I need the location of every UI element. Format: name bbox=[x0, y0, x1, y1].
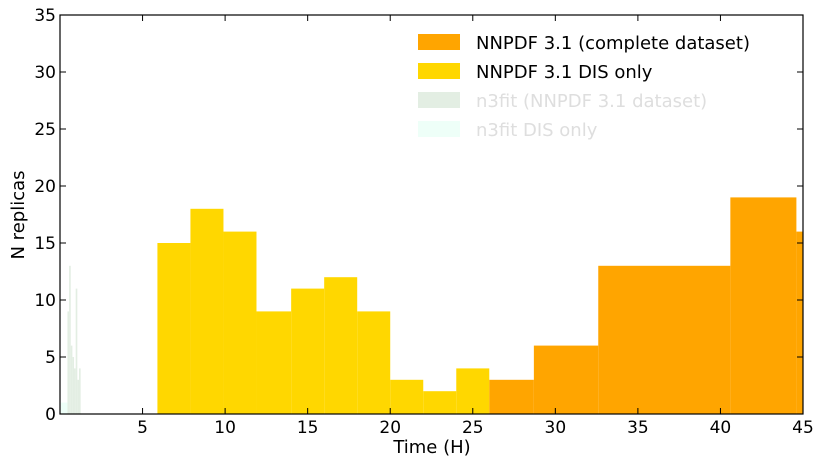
y-axis-label: N replicas bbox=[8, 171, 29, 260]
bar-nnpdf-3-1-dis-only bbox=[390, 379, 424, 414]
legend-swatch bbox=[418, 63, 460, 79]
bar-nnpdf-3-1-complete-dataset bbox=[533, 345, 599, 414]
y-tick-label: 30 bbox=[34, 63, 56, 83]
y-tick-label: 5 bbox=[45, 348, 56, 368]
y-tick-label: 20 bbox=[34, 177, 56, 197]
bar-nnpdf-3-1-complete-dataset bbox=[598, 265, 731, 414]
legend-label: NNPDF 3.1 DIS only bbox=[476, 62, 653, 83]
x-axis-label: Time (H) bbox=[392, 437, 470, 458]
y-tick-label: 25 bbox=[34, 120, 56, 140]
bar-nnpdf-3-1-dis-only bbox=[157, 243, 191, 414]
legend-swatch bbox=[418, 121, 460, 137]
legend-label: NNPDF 3.1 (complete dataset) bbox=[476, 33, 750, 54]
legend-label: n3fit (NNPDF 3.1 dataset) bbox=[476, 91, 707, 112]
bar-nnpdf-3-1-dis-only bbox=[223, 231, 257, 414]
y-tick-label: 15 bbox=[34, 234, 56, 254]
x-tick-label: 30 bbox=[545, 418, 567, 438]
bar-nnpdf-3-1-complete-dataset bbox=[796, 231, 803, 414]
bar-nnpdf-3-1-dis-only bbox=[423, 391, 457, 414]
bar-n3fit-nnpdf-3-1-dataset bbox=[72, 357, 75, 414]
bars-group bbox=[60, 197, 803, 414]
bar-nnpdf-3-1-complete-dataset bbox=[489, 379, 534, 414]
x-tick-label: 25 bbox=[462, 418, 484, 438]
bar-n3fit-nnpdf-3-1-dataset bbox=[67, 311, 70, 414]
bar-n3fit-nnpdf-3-1-dataset bbox=[77, 379, 79, 414]
bar-n3fit-nnpdf-3-1-dataset bbox=[70, 345, 73, 414]
bar-nnpdf-3-1-dis-only bbox=[190, 208, 224, 414]
bar-n3fit-nnpdf-3-1-dataset bbox=[69, 265, 71, 414]
y-tick-label: 35 bbox=[34, 6, 56, 26]
bar-nnpdf-3-1-dis-only bbox=[291, 288, 325, 414]
x-tick-label: 15 bbox=[297, 418, 319, 438]
x-tick-label: 40 bbox=[710, 418, 732, 438]
legend: NNPDF 3.1 (complete dataset) NNPDF 3.1 DI… bbox=[418, 33, 750, 141]
x-tick-label: 20 bbox=[379, 418, 401, 438]
legend-swatch bbox=[418, 34, 460, 50]
bar-nnpdf-3-1-dis-only bbox=[357, 311, 391, 414]
bar-n3fit-nnpdf-3-1-dataset bbox=[78, 368, 81, 414]
bar-n3fit-nnpdf-3-1-dataset bbox=[74, 368, 76, 414]
legend-swatch bbox=[418, 92, 460, 108]
bar-n3fit-dis-only bbox=[60, 402, 68, 414]
y-tick-label: 10 bbox=[34, 291, 56, 311]
bar-nnpdf-3-1-dis-only bbox=[456, 368, 490, 414]
y-tick-label: 0 bbox=[45, 405, 56, 425]
x-tick-label: 5 bbox=[137, 418, 148, 438]
bar-nnpdf-3-1-complete-dataset bbox=[730, 197, 797, 414]
x-tick-label: 10 bbox=[214, 418, 236, 438]
bar-nnpdf-3-1-dis-only bbox=[256, 311, 292, 414]
bar-n3fit-nnpdf-3-1-dataset bbox=[75, 288, 78, 414]
x-tick-label: 45 bbox=[792, 418, 814, 438]
bar-nnpdf-3-1-dis-only bbox=[324, 277, 358, 414]
plot-frame bbox=[59, 14, 804, 415]
x-tick-label: 35 bbox=[627, 418, 649, 438]
legend-label: n3fit DIS only bbox=[476, 120, 598, 141]
